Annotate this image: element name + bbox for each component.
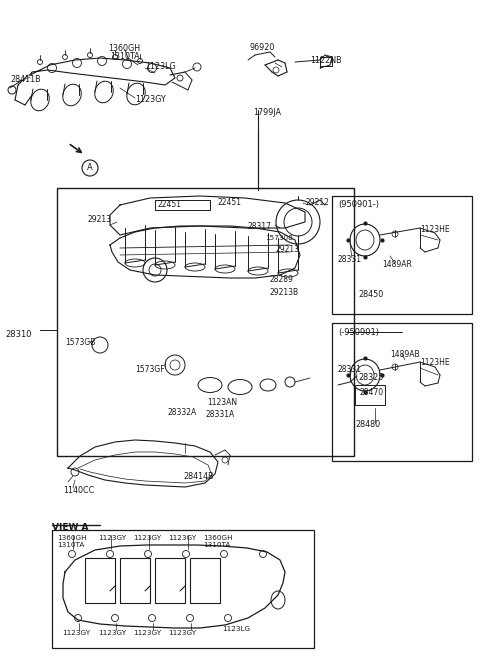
Text: 1310TA: 1310TA	[110, 52, 140, 61]
Text: 1310TA: 1310TA	[203, 542, 230, 548]
Text: 22451: 22451	[217, 198, 241, 207]
Text: 1360GH: 1360GH	[203, 535, 233, 541]
Text: 28289: 28289	[270, 275, 294, 284]
Text: VIEW A: VIEW A	[52, 523, 88, 532]
Text: 1123LG: 1123LG	[222, 626, 250, 632]
Bar	[155, 558, 185, 603]
Bar	[332, 196, 472, 314]
Text: 29213B: 29213B	[270, 288, 299, 297]
Bar	[355, 385, 385, 405]
Text: 157308: 157308	[265, 235, 293, 241]
Bar	[85, 558, 115, 603]
Bar	[120, 558, 150, 603]
Text: (950901-): (950901-)	[338, 200, 379, 209]
Text: 1122NB: 1122NB	[310, 56, 342, 65]
Text: 1360GH: 1360GH	[108, 44, 140, 53]
Text: 28317: 28317	[248, 222, 272, 231]
Text: 29212: 29212	[305, 198, 329, 207]
Bar	[190, 558, 220, 603]
Text: 96920: 96920	[250, 43, 276, 52]
Text: 22451: 22451	[157, 200, 181, 209]
Text: 1123HE: 1123HE	[420, 225, 450, 234]
Text: 1123GY: 1123GY	[62, 630, 90, 636]
Text: 28331A: 28331A	[205, 410, 234, 419]
Bar	[155, 200, 210, 210]
Text: 1573GB: 1573GB	[65, 338, 96, 347]
Text: 1489AB: 1489AB	[390, 350, 420, 359]
Text: 1489AR: 1489AR	[382, 260, 412, 269]
Text: 1573GF: 1573GF	[135, 365, 165, 374]
Text: 1123HE: 1123HE	[420, 358, 450, 367]
Text: 28480: 28480	[355, 420, 380, 429]
Text: 1123GY: 1123GY	[133, 630, 161, 636]
Bar	[57, 188, 354, 456]
Bar	[52, 530, 314, 648]
Text: 28332A: 28332A	[167, 408, 196, 417]
Text: 29213: 29213	[275, 245, 299, 254]
Text: A: A	[87, 164, 93, 173]
Text: 1310TA: 1310TA	[57, 542, 84, 548]
Text: 28310: 28310	[5, 330, 32, 339]
Text: 1360GH: 1360GH	[57, 535, 86, 541]
Text: 1123GY: 1123GY	[98, 535, 126, 541]
Text: 1140CC: 1140CC	[63, 486, 94, 495]
Text: 1123AN: 1123AN	[207, 398, 237, 407]
Text: 1123LG: 1123LG	[145, 62, 176, 71]
Bar	[320, 57, 332, 66]
Text: 28411B: 28411B	[10, 75, 41, 84]
Text: 1123GY: 1123GY	[168, 630, 196, 636]
Text: 28325: 28325	[358, 373, 384, 382]
Text: 28470: 28470	[360, 388, 384, 397]
Text: 1123GY: 1123GY	[133, 535, 161, 541]
Text: 29213: 29213	[87, 215, 111, 224]
Text: 1123GY: 1123GY	[98, 630, 126, 636]
Text: 28331: 28331	[338, 255, 362, 264]
Text: 28331: 28331	[338, 365, 362, 374]
Text: 1123GY: 1123GY	[168, 535, 196, 541]
Text: 28414B: 28414B	[183, 472, 214, 481]
Text: 28450: 28450	[358, 290, 383, 299]
Text: 1799JA: 1799JA	[253, 108, 281, 117]
Bar	[332, 323, 472, 461]
Text: 1123GY: 1123GY	[135, 95, 166, 104]
Text: (-950901): (-950901)	[338, 328, 379, 337]
